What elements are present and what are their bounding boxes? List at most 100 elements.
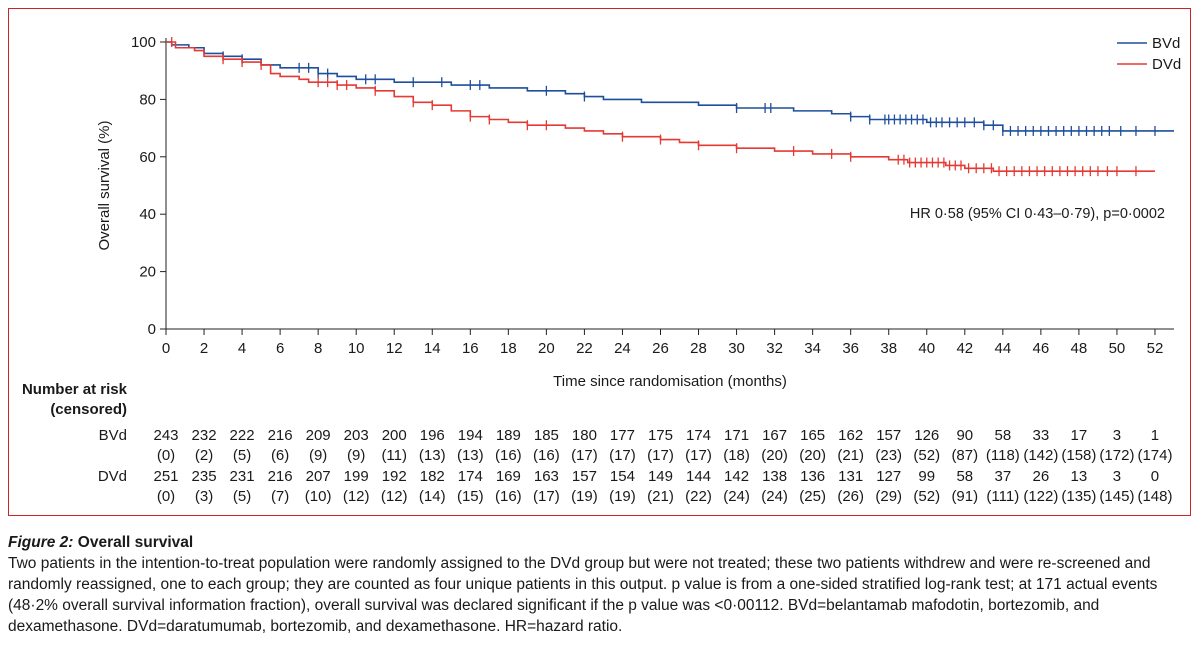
survival-curve-bvd: [166, 41, 1174, 132]
risk-count: 216: [268, 427, 293, 444]
censored-count: (24): [723, 488, 750, 505]
censored-count: (14): [419, 488, 446, 505]
x-tick-label: 8: [314, 340, 322, 357]
censored-count: (11): [381, 447, 407, 464]
censored-count: (13): [457, 447, 484, 464]
figure-title: Overall survival: [77, 534, 194, 551]
censored-count: (15): [457, 488, 484, 505]
risk-count: 196: [420, 427, 445, 444]
censored-count: (19): [609, 488, 636, 505]
x-tick-label: 40: [918, 340, 935, 357]
risk-count: 216: [268, 468, 293, 485]
y-tick-label: 0: [148, 321, 156, 338]
risk-count: 138: [762, 468, 787, 485]
risk-count: 180: [572, 427, 597, 444]
risk-count: 17: [1071, 427, 1088, 444]
censored-count: (29): [875, 488, 902, 505]
censored-count: (25): [799, 488, 826, 505]
x-tick-label: 44: [994, 340, 1011, 357]
risk-count: 182: [420, 468, 445, 485]
caption-text: Two patients in the intention-to-treat p…: [8, 555, 1158, 635]
x-tick-label: 48: [1071, 340, 1088, 357]
x-tick-label: 38: [880, 340, 897, 357]
censored-count: (118): [986, 447, 1020, 464]
risk-count: 3: [1113, 468, 1121, 485]
censored-count: (23): [875, 447, 902, 464]
censored-count: (17): [685, 447, 712, 464]
legend-label-bvd: BVd: [1152, 35, 1180, 52]
risk-count: 90: [956, 427, 973, 444]
censored-count: (9): [347, 447, 365, 464]
x-tick-label: 36: [842, 340, 859, 357]
x-tick-label: 14: [424, 340, 441, 357]
censored-count: (9): [309, 447, 327, 464]
x-tick-label: 52: [1147, 340, 1164, 357]
hr-annotation: HR 0·58 (95% CI 0·43–0·79), p=0·0002: [910, 206, 1165, 222]
censored-count: (12): [343, 488, 370, 505]
risk-count: 231: [230, 468, 255, 485]
y-tick-label: 40: [139, 206, 156, 223]
censored-count: (111): [986, 488, 1019, 505]
risk-table-subheading: (censored): [50, 401, 127, 418]
risk-count: 165: [800, 427, 825, 444]
risk-count: 162: [838, 427, 863, 444]
risk-count: 126: [914, 427, 939, 444]
y-tick-label: 80: [139, 91, 156, 108]
risk-count: 127: [876, 468, 901, 485]
censored-count: (12): [381, 488, 408, 505]
risk-count: 154: [610, 468, 635, 485]
risk-count: 199: [344, 468, 369, 485]
risk-count: 142: [724, 468, 749, 485]
censored-count: (5): [233, 447, 251, 464]
risk-count: 243: [153, 427, 178, 444]
risk-count: 175: [648, 427, 673, 444]
risk-count: 185: [534, 427, 559, 444]
censored-count: (52): [913, 488, 940, 505]
risk-count: 177: [610, 427, 635, 444]
risk-count: 99: [918, 468, 935, 485]
risk-count: 192: [382, 468, 407, 485]
censored-count: (52): [913, 447, 940, 464]
risk-count: 37: [994, 468, 1011, 485]
censored-count: (22): [685, 488, 712, 505]
x-tick-label: 30: [728, 340, 745, 357]
y-tick-label: 100: [131, 34, 156, 51]
censored-count: (21): [837, 447, 864, 464]
censored-count: (26): [837, 488, 864, 505]
y-axis-label: Overall survival (%): [96, 120, 113, 250]
censored-count: (21): [647, 488, 674, 505]
censored-count: (17): [533, 488, 560, 505]
risk-table-heading: Number at risk: [22, 381, 128, 398]
censored-count: (0): [157, 488, 175, 505]
censored-count: (91): [951, 488, 978, 505]
risk-count: 26: [1033, 468, 1050, 485]
censored-count: (17): [609, 447, 636, 464]
y-tick-label: 60: [139, 149, 156, 166]
censored-count: (20): [799, 447, 826, 464]
risk-count: 144: [686, 468, 711, 485]
risk-count: 157: [876, 427, 901, 444]
risk-count: 58: [956, 468, 973, 485]
censored-count: (174): [1137, 447, 1172, 464]
risk-count: 174: [686, 427, 711, 444]
risk-count: 251: [153, 468, 178, 485]
risk-count: 163: [534, 468, 559, 485]
censored-count: (17): [647, 447, 674, 464]
censored-count: (20): [761, 447, 788, 464]
risk-count: 0: [1151, 468, 1159, 485]
risk-count: 33: [1033, 427, 1050, 444]
x-tick-label: 24: [614, 340, 631, 357]
x-tick-label: 12: [386, 340, 403, 357]
censored-count: (24): [761, 488, 788, 505]
risk-count: 209: [306, 427, 331, 444]
censored-count: (142): [1023, 447, 1058, 464]
risk-row-label: BVd: [99, 427, 127, 444]
censored-count: (3): [195, 488, 213, 505]
censored-count: (135): [1061, 488, 1096, 505]
censored-count: (87): [951, 447, 978, 464]
censored-count: (16): [495, 447, 522, 464]
risk-count: 1: [1151, 427, 1159, 444]
risk-count: 203: [344, 427, 369, 444]
risk-count: 200: [382, 427, 407, 444]
